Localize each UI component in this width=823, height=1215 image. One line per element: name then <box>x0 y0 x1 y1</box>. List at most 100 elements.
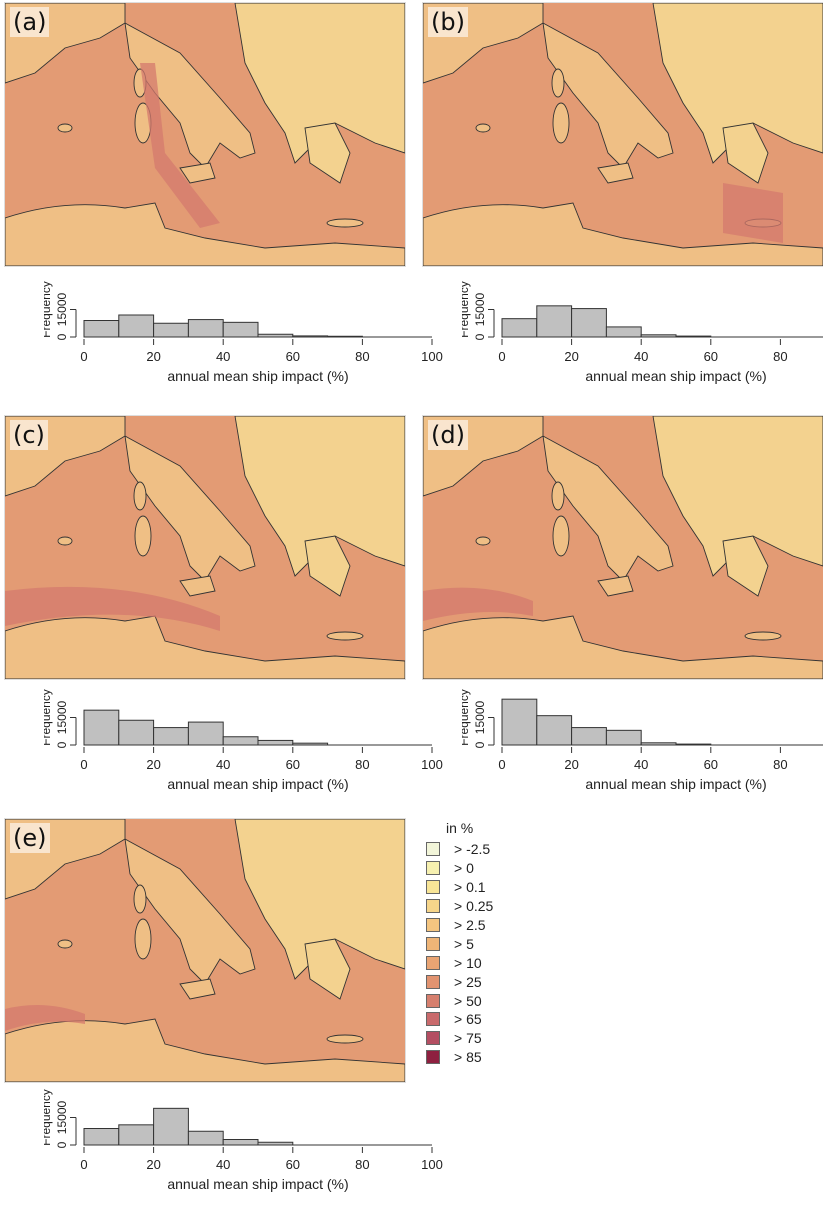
land-africa <box>423 615 823 679</box>
x-tick-label: 60 <box>286 349 300 364</box>
histogram-bar <box>536 715 573 746</box>
impact-hotspot <box>5 1005 85 1031</box>
y-axis-label: Frequency <box>44 689 53 746</box>
legend-item: > 85 <box>426 1048 546 1067</box>
histogram-bar <box>501 698 538 746</box>
histogram-bar <box>153 1107 189 1146</box>
histogram-bar <box>571 308 607 338</box>
island-corsica <box>133 884 147 914</box>
island-crete <box>326 631 364 641</box>
panel-label: (b) <box>428 7 468 37</box>
legend-title: in % <box>446 820 474 836</box>
island-sardinia <box>134 918 152 960</box>
x-tick-label: 0 <box>80 349 87 364</box>
land-africa <box>5 202 405 266</box>
histogram-bar <box>222 736 259 746</box>
legend-swatch <box>426 993 440 1008</box>
histogram-bar <box>640 334 677 338</box>
histogram-bar <box>257 739 294 746</box>
legend-item: > 0.1 <box>426 878 546 897</box>
y-tick-label: 15000 <box>473 292 487 326</box>
histogram-bar <box>605 729 642 746</box>
y-tick-label: 0 <box>55 741 69 748</box>
legend-item: > 65 <box>426 1010 546 1029</box>
panel-label: (d) <box>428 420 468 450</box>
land-greece <box>722 535 769 597</box>
island-sardinia <box>134 515 152 557</box>
histogram-bar <box>153 727 189 746</box>
impact-hotspot <box>723 183 783 243</box>
island-crete <box>744 631 782 641</box>
y-axis-label: Frequency <box>462 689 471 746</box>
legend-items: > -2.5 > 0 > 0.1 > 0.25 > 2.5 > 5 > 10 > 25 > 50… <box>426 840 546 1067</box>
y-tick-label: 15000 <box>55 1100 69 1134</box>
land-africa <box>5 1018 405 1082</box>
legend-swatch <box>426 974 440 989</box>
x-tick-label: 80 <box>355 757 369 772</box>
histogram-bar <box>118 314 155 338</box>
island-balearic <box>475 536 491 546</box>
island-sardinia <box>552 515 570 557</box>
x-tick-label: 0 <box>80 757 87 772</box>
color-legend: in % > -2.5 > 0 > 0.1 > 0.25 > 2.5 > 5 > 10 > 2… <box>426 820 546 1067</box>
x-tick-label: 20 <box>146 349 160 364</box>
legend-label: > 10 <box>454 954 482 971</box>
land-italy <box>124 838 256 985</box>
x-tick-label: 20 <box>564 757 578 772</box>
legend-swatch <box>426 1050 440 1065</box>
map-panel: (a) <box>4 2 406 267</box>
island-sicily <box>179 162 216 184</box>
x-tick-label: 80 <box>355 349 369 364</box>
land-greece <box>304 535 351 597</box>
legend-swatch <box>426 936 440 951</box>
legend-item: > -2.5 <box>426 840 546 859</box>
legend-label: > 2.5 <box>454 917 486 933</box>
land-greece <box>722 122 769 184</box>
y-tick-label: 0 <box>55 333 69 340</box>
x-tick-label: 80 <box>773 757 787 772</box>
histogram-bar <box>501 318 538 338</box>
histogram-bar <box>675 335 712 338</box>
legend-swatch <box>426 899 440 914</box>
legend-swatch <box>426 880 440 895</box>
x-tick-label: 100 <box>421 349 443 364</box>
histogram-bar <box>83 320 120 338</box>
legend-label: > 65 <box>454 1011 482 1028</box>
land-italy <box>542 22 674 169</box>
x-tick-label: 0 <box>80 1157 87 1172</box>
x-tick-label: 20 <box>564 349 578 364</box>
legend-label: > -2.5 <box>454 841 491 858</box>
island-sicily <box>597 575 634 597</box>
x-tick-label: 20 <box>146 1157 160 1172</box>
histogram-bar <box>257 333 294 338</box>
legend-swatch <box>426 1031 440 1046</box>
island-crete <box>326 218 364 228</box>
legend-swatch <box>426 842 440 857</box>
legend-label: > 5 <box>454 935 474 952</box>
x-axis-label: annual mean ship impact (%) <box>167 1176 348 1192</box>
island-balearic <box>57 123 73 133</box>
y-tick-label: 0 <box>55 1141 69 1148</box>
histogram-bar <box>83 1128 120 1146</box>
legend-label: > 0.1 <box>454 879 486 896</box>
legend-item: > 5 <box>426 934 546 953</box>
x-tick-label: 40 <box>634 349 648 364</box>
y-axis-label: Frequency <box>44 1089 53 1146</box>
y-tick-label: 15000 <box>55 700 69 734</box>
histogram-bar <box>640 742 677 746</box>
histogram-bar <box>536 305 573 338</box>
x-tick-label: 80 <box>355 1157 369 1172</box>
island-sicily <box>179 575 216 597</box>
map-panel: (e) <box>4 818 406 1083</box>
histogram-bar <box>257 1141 294 1146</box>
histogram-bar <box>675 743 712 746</box>
x-tick-label: 20 <box>146 757 160 772</box>
legend-item: > 0 <box>426 859 546 878</box>
legend-item: > 50 <box>426 991 546 1010</box>
island-balearic <box>57 536 73 546</box>
island-corsica <box>551 68 565 98</box>
x-axis-label: annual mean ship impact (%) <box>585 776 766 792</box>
